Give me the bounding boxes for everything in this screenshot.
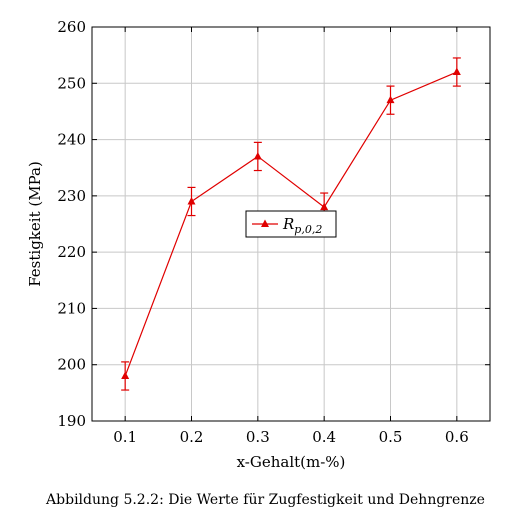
y-tick-label: 200 bbox=[57, 356, 86, 374]
x-tick-label: 0.4 bbox=[312, 428, 336, 446]
plot-frame bbox=[91, 26, 491, 422]
data-point bbox=[121, 371, 130, 379]
legend-label-subscript: p,0,2 bbox=[294, 223, 322, 236]
data-point bbox=[386, 95, 395, 104]
y-tick-label: 190 bbox=[57, 412, 86, 430]
series-line bbox=[124, 71, 458, 377]
y-tick-label: 230 bbox=[57, 187, 86, 205]
data-point bbox=[452, 67, 461, 76]
y-tick-label: 210 bbox=[57, 299, 86, 317]
figure-caption: Abbildung 5.2.2: Die Werte für Zugfestig… bbox=[46, 492, 485, 508]
x-tick-label: 0.5 bbox=[379, 428, 403, 446]
data-point bbox=[253, 151, 262, 160]
y-tick-label: 260 bbox=[57, 18, 86, 36]
x-tick-label: 0.6 bbox=[445, 428, 469, 446]
axis-ticks: 0.1 0.2 0.3 0.4 0.5 0.6 190 200 210 220 230 240 250 2… bbox=[57, 18, 490, 446]
y-tick-label: 250 bbox=[57, 74, 86, 92]
y-tick-label: 220 bbox=[57, 243, 86, 261]
data-series bbox=[121, 57, 461, 391]
legend-marker bbox=[261, 219, 269, 227]
x-tick-label: 0.3 bbox=[246, 428, 270, 446]
x-tick-label: 0.1 bbox=[113, 428, 137, 446]
x-tick-label: 0.2 bbox=[180, 428, 204, 446]
data-point bbox=[320, 202, 329, 211]
legend-label-main: R bbox=[282, 215, 294, 233]
legend-label: Rp,0,2 bbox=[282, 215, 322, 236]
data-point bbox=[187, 196, 196, 205]
x-axis-label: x-Gehalt(m-%) bbox=[237, 453, 346, 471]
y-axis-label: Festigkeit (MPa) bbox=[26, 161, 44, 287]
legend: Rp,0,2 bbox=[245, 210, 337, 238]
chart-svg: 0.1 0.2 0.3 0.4 0.5 0.6 190 200 210 220 230 240 250 2… bbox=[26, 18, 491, 471]
y-tick-label: 240 bbox=[57, 131, 86, 149]
